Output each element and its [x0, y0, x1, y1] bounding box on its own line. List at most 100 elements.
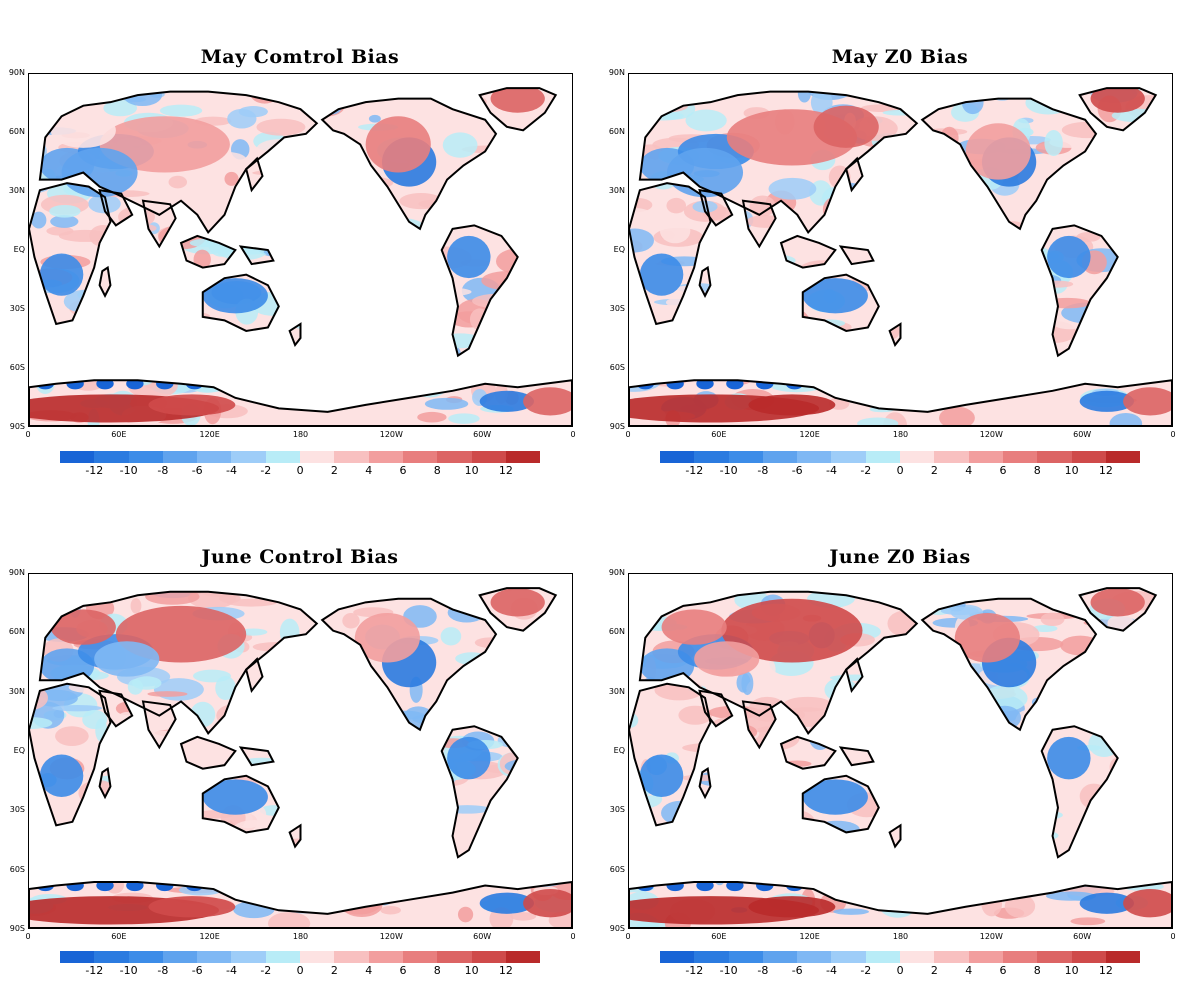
colorbar-swatch	[728, 951, 763, 963]
colorbar-tick-label: -10	[719, 464, 738, 477]
colorbar-tick-label: 12	[498, 964, 513, 977]
lon-tick-label: 120E	[799, 932, 820, 941]
lon-tick-label: 0	[625, 932, 631, 941]
colorbar-swatch	[437, 951, 472, 963]
coastline	[143, 201, 176, 247]
colorbar-swatch	[1002, 951, 1038, 963]
colorbar-tick-label: 8	[433, 464, 441, 477]
lat-tick-label: 30S	[9, 304, 25, 313]
colorbar-tick-label: -2	[860, 964, 872, 977]
map-june-control	[28, 573, 573, 929]
coastline	[203, 275, 279, 331]
coastline	[743, 201, 776, 247]
colorbar-tick-label: 2	[930, 964, 938, 977]
lat-tick-label: 60N	[608, 627, 625, 637]
lat-tick-label: 30N	[608, 186, 625, 195]
coastline	[442, 225, 518, 355]
lat-tick-label: 90N	[608, 68, 625, 77]
colorbar-tick-label: -10	[119, 464, 138, 477]
colorbar-tick-label: -4	[226, 464, 237, 477]
colorbar-swatch	[197, 451, 232, 463]
lat-tick-label: EQ	[13, 746, 25, 755]
coastline	[322, 99, 496, 229]
map-svg	[629, 74, 1172, 426]
colorbar-swatch	[402, 451, 438, 463]
colorbar-tick-label: 2	[330, 464, 338, 477]
colorbar-swatch	[831, 951, 866, 963]
coastline	[480, 588, 556, 630]
colorbar-swatch	[797, 951, 832, 963]
colorbar-tick-label: 8	[1033, 964, 1041, 977]
coastline	[246, 659, 262, 691]
colorbar-tick-label: 6	[399, 964, 407, 977]
lon-tick-label: 0	[570, 430, 576, 439]
panel-title: May Z0 Bias	[831, 46, 969, 68]
lon-tick-label: 120W	[379, 430, 403, 439]
colorbar-tick-label: 2	[930, 464, 938, 477]
colorbar-tick-label: 0	[896, 964, 904, 977]
colorbar-swatch	[762, 451, 798, 463]
coastline	[640, 92, 917, 233]
coastline	[803, 275, 879, 331]
lat-tick-label: 90S	[609, 422, 625, 431]
coastline	[846, 659, 862, 691]
colorbar-tick-label: 0	[296, 964, 304, 977]
colorbar-tick-label: -8	[757, 964, 769, 977]
panel-title: June Z0 Bias	[829, 546, 971, 568]
colorbar-tick-label: 0	[296, 464, 304, 477]
colorbar-swatch	[968, 951, 1003, 963]
colorbar-tick-label: -4	[826, 964, 837, 977]
coastline	[841, 747, 874, 765]
lon-tick-label: 60W	[1073, 430, 1092, 439]
lon-tick-label: 0	[570, 932, 576, 941]
colorbar-swatch	[934, 451, 969, 463]
lon-tick-label: 60E	[711, 932, 727, 941]
colorbar-tick-label: -4	[826, 464, 837, 477]
lon-tick-label: 60E	[111, 430, 127, 439]
lat-tick-label: 60N	[8, 127, 25, 136]
colorbar-swatch	[694, 951, 729, 963]
colorbar-swatch	[1105, 951, 1141, 963]
coastline	[700, 190, 733, 225]
colorbar-swatch	[94, 451, 129, 463]
coastline	[40, 92, 317, 233]
colorbar-tick-label: -8	[757, 464, 769, 477]
colorbar-tick-label: 2	[330, 964, 338, 977]
lon-tick-label: 60W	[473, 932, 492, 941]
colorbar-swatch	[334, 451, 369, 463]
colorbar-swatch	[1105, 451, 1141, 463]
lon-tick-label: 0	[1170, 932, 1176, 941]
coastline	[29, 882, 572, 928]
coastline	[290, 825, 301, 846]
colorbar-tick-label: 6	[399, 464, 407, 477]
colorbar-tick-label: 8	[1033, 464, 1041, 477]
colorbar-tick-label: 10	[1064, 964, 1079, 977]
colorbar-tick-label: 10	[464, 464, 479, 477]
coastline	[781, 236, 835, 268]
coastline	[700, 769, 711, 797]
colorbar-tick-label: 12	[498, 464, 513, 477]
colorbar-swatch	[1037, 451, 1072, 463]
lat-tick-label: EQ	[613, 746, 625, 755]
coastline	[629, 684, 710, 826]
colorbar-swatch	[1037, 951, 1072, 963]
lat-tick-label: 60S	[609, 363, 625, 372]
colorbar-swatch	[368, 951, 403, 963]
colorbar-swatch	[231, 951, 266, 963]
lat-tick-label: 30S	[609, 805, 625, 815]
coastline	[290, 324, 301, 345]
coastline	[1080, 88, 1156, 130]
coastline	[241, 246, 274, 264]
colorbar-tick-label: 4	[965, 964, 973, 977]
colorbar-tick-label: 12	[1098, 964, 1113, 977]
map-june-z0	[628, 573, 1173, 929]
colorbar-swatch	[231, 451, 266, 463]
colorbar-swatch	[934, 951, 969, 963]
coastline	[241, 747, 274, 765]
colorbar-tick-label: -2	[260, 964, 272, 977]
coastline	[480, 88, 556, 130]
colorbar-tick-label: -12	[85, 964, 104, 977]
colorbar-swatch	[505, 951, 541, 963]
colorbar-swatch	[660, 451, 695, 463]
lon-tick-label: 180	[892, 430, 909, 439]
